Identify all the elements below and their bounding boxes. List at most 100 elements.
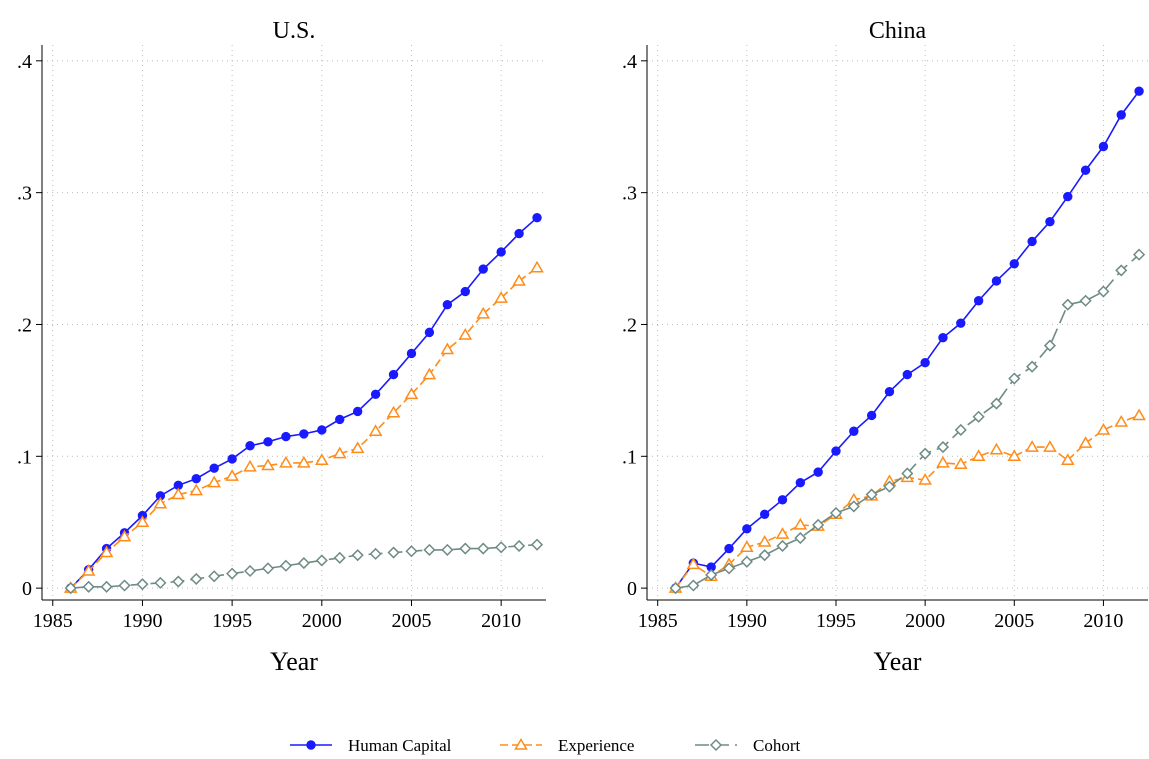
marker bbox=[530, 538, 544, 551]
marker bbox=[953, 457, 968, 469]
marker bbox=[918, 473, 932, 485]
marker bbox=[512, 273, 526, 286]
marker bbox=[831, 446, 841, 456]
marker bbox=[724, 543, 734, 554]
x-tick-label: 1990 bbox=[122, 610, 162, 632]
marker bbox=[496, 247, 506, 257]
marker bbox=[1114, 415, 1129, 427]
marker bbox=[297, 557, 310, 570]
marker bbox=[245, 441, 255, 451]
marker bbox=[477, 542, 490, 555]
marker bbox=[847, 500, 860, 513]
marker bbox=[422, 367, 437, 380]
marker bbox=[1096, 422, 1111, 435]
marker bbox=[352, 406, 363, 417]
y-tick-label: .1 bbox=[17, 446, 32, 468]
x-tick-label: 2000 bbox=[302, 610, 342, 632]
marker bbox=[513, 539, 526, 553]
marker bbox=[306, 740, 316, 750]
marker bbox=[118, 579, 131, 592]
marker bbox=[351, 549, 364, 562]
marker bbox=[1133, 248, 1146, 261]
y-tick-label: .2 bbox=[17, 314, 32, 336]
y-tick-label: .3 bbox=[622, 183, 637, 205]
marker bbox=[973, 296, 984, 306]
marker bbox=[315, 554, 328, 567]
marker bbox=[459, 542, 472, 555]
marker bbox=[207, 475, 221, 488]
marker bbox=[866, 410, 877, 421]
marker bbox=[209, 463, 219, 473]
marker bbox=[190, 572, 203, 585]
marker bbox=[794, 531, 807, 545]
marker bbox=[442, 300, 453, 310]
x-tick-label: 1985 bbox=[638, 610, 678, 632]
legend-label: Experience bbox=[558, 736, 634, 755]
marker bbox=[1063, 191, 1073, 202]
marker bbox=[1043, 339, 1057, 352]
chart-title: China bbox=[869, 18, 927, 44]
marker bbox=[225, 469, 239, 481]
marker bbox=[722, 562, 736, 575]
marker bbox=[1061, 298, 1074, 311]
marker bbox=[883, 480, 896, 493]
marker bbox=[423, 543, 436, 556]
legend: Human Capital Experience Cohort bbox=[290, 736, 801, 755]
marker bbox=[243, 459, 257, 472]
marker bbox=[227, 454, 237, 464]
series-line bbox=[70, 217, 538, 589]
marker bbox=[1078, 436, 1093, 448]
marker bbox=[884, 387, 895, 397]
marker bbox=[1115, 264, 1128, 277]
marker bbox=[189, 483, 204, 496]
marker bbox=[404, 387, 419, 400]
marker bbox=[938, 332, 948, 343]
marker bbox=[243, 564, 257, 578]
marker bbox=[460, 286, 470, 297]
marker bbox=[1026, 360, 1039, 373]
marker bbox=[261, 458, 275, 471]
marker bbox=[208, 570, 221, 583]
marker bbox=[1007, 449, 1022, 462]
y-tick-label: .2 bbox=[622, 314, 637, 336]
marker bbox=[171, 487, 186, 500]
marker bbox=[335, 414, 345, 425]
marker bbox=[314, 453, 329, 466]
marker bbox=[441, 543, 454, 556]
x-tick-label: 1995 bbox=[212, 610, 252, 632]
marker bbox=[829, 506, 843, 520]
marker bbox=[776, 539, 789, 553]
marker bbox=[954, 423, 967, 437]
marker bbox=[279, 455, 293, 468]
marker bbox=[495, 541, 508, 554]
marker bbox=[387, 546, 400, 559]
x-tick-label: 2000 bbox=[905, 610, 945, 632]
marker bbox=[297, 455, 311, 468]
marker bbox=[919, 447, 932, 460]
marker bbox=[920, 358, 930, 368]
marker bbox=[226, 567, 239, 580]
marker bbox=[1008, 372, 1021, 385]
panel: China 0 .1 .2 .3 .4 1985 1990 1995 2000 2005 2010 Ye… bbox=[622, 18, 1148, 676]
marker bbox=[1134, 86, 1144, 96]
marker bbox=[458, 328, 473, 340]
marker bbox=[81, 564, 96, 576]
x-tick-label: 2005 bbox=[391, 610, 431, 632]
marker bbox=[849, 426, 859, 436]
y-tick-label: .3 bbox=[17, 183, 32, 205]
marker bbox=[405, 545, 418, 558]
marker bbox=[990, 397, 1003, 410]
marker bbox=[299, 429, 309, 439]
marker bbox=[1025, 440, 1039, 452]
marker bbox=[369, 547, 382, 560]
marker bbox=[757, 534, 772, 547]
marker bbox=[1043, 440, 1057, 452]
marker bbox=[956, 318, 966, 328]
marker bbox=[1080, 165, 1091, 175]
marker bbox=[1132, 408, 1146, 421]
x-tick-label: 1990 bbox=[727, 610, 767, 632]
series-line bbox=[70, 267, 538, 589]
marker bbox=[991, 276, 1002, 286]
x-axis-label: Year bbox=[874, 647, 922, 676]
marker bbox=[705, 568, 718, 582]
